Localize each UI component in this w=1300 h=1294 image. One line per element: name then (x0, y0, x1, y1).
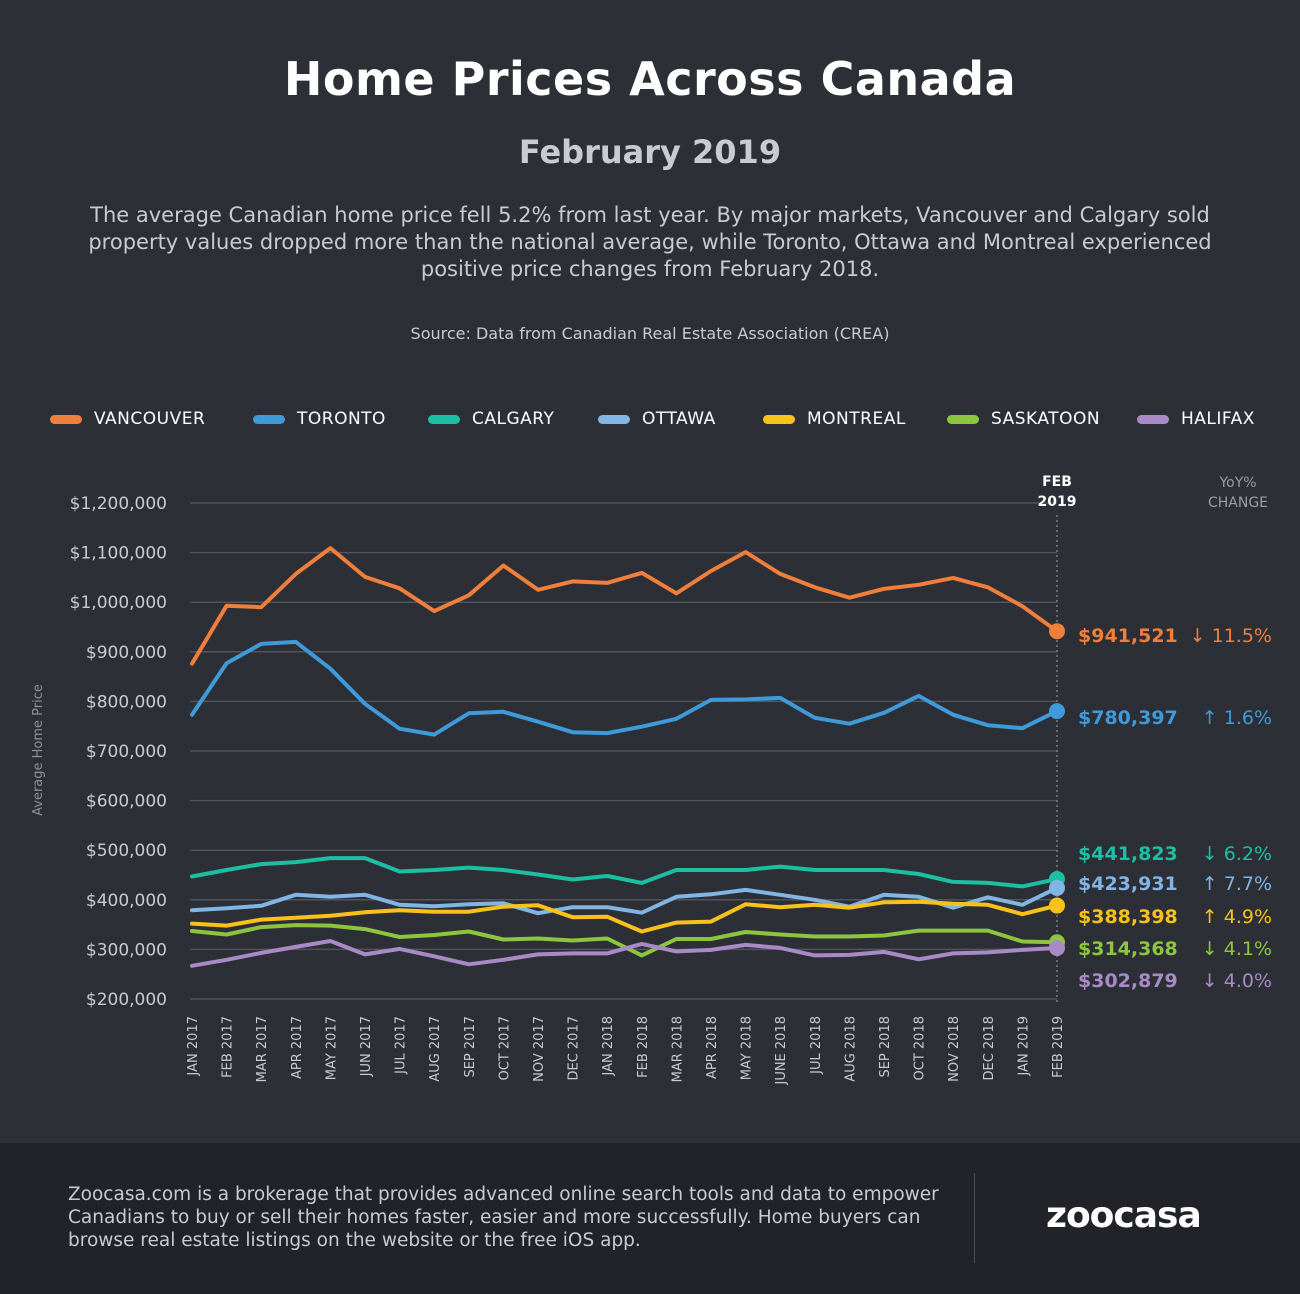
y-axis-title: Average Home Price (31, 684, 46, 816)
source-note: Source: Data from Canadian Real Estate A… (410, 324, 890, 343)
legend-swatch (947, 414, 979, 424)
yoy-header: CHANGE (1208, 495, 1268, 511)
series-line-halifax (190, 939, 1059, 968)
series-final-value-montreal: $388,398 (1078, 906, 1178, 928)
series-yoy-change-saskatoon: ↓ 4.1% (1202, 938, 1272, 960)
series-yoy-change-montreal: ↑ 4.9% (1202, 906, 1272, 928)
x-tick-label: JAN 2017 (186, 1016, 201, 1076)
series-line-saskatoon (190, 923, 1059, 958)
y-tick-label: $800,000 (86, 692, 167, 712)
series-yoy-change-calgary: ↓ 6.2% (1202, 843, 1272, 865)
series-line-montreal (190, 899, 1059, 934)
y-tick-label: $1,100,000 (70, 544, 167, 564)
legend-label: VANCOUVER (94, 409, 206, 429)
y-tick-label: $700,000 (86, 742, 167, 762)
legend-label: MONTREAL (807, 409, 906, 429)
x-tick-label: SEP 2017 (463, 1016, 478, 1078)
chart-legend: VANCOUVER TORONTO CALGARY OTTAWA MONTREA… (50, 404, 1270, 434)
series-end-marker-ottawa (1049, 879, 1065, 896)
x-tick-label: FEB 2018 (636, 1016, 651, 1078)
legend-swatch (763, 414, 795, 424)
y-tick-label: $600,000 (86, 792, 167, 812)
x-tick-label: AUG 2017 (428, 1016, 443, 1082)
x-tick-label: NOV 2018 (947, 1016, 962, 1082)
legend-label: OTTAWA (642, 409, 716, 429)
footer: Zoocasa.com is a brokerage that provides… (0, 1143, 1300, 1294)
x-tick-label: APR 2018 (705, 1016, 720, 1079)
legend-swatch (50, 414, 82, 424)
legend-item-saskatoon: SASKATOON (947, 404, 1100, 434)
x-tick-label: JAN 2018 (601, 1016, 616, 1076)
x-tick-label: JUNE 2018 (774, 1016, 789, 1086)
series-final-value-vancouver: $941,521 (1078, 625, 1178, 647)
series-yoy-change-halifax: ↓ 4.0% (1202, 970, 1272, 992)
intro-paragraph: The average Canadian home price fell 5.2… (88, 203, 1212, 281)
legend-item-toronto: TORONTO (253, 404, 386, 434)
series-yoy-change-toronto: ↑ 1.6% (1202, 707, 1272, 729)
legend-label: TORONTO (297, 409, 386, 429)
y-tick-label: $500,000 (86, 841, 167, 861)
series-line-calgary (190, 856, 1059, 889)
x-tick-label: OCT 2018 (913, 1016, 928, 1080)
x-tick-label: OCT 2017 (497, 1016, 512, 1080)
x-tick-label: AUG 2018 (843, 1016, 858, 1082)
line-chart: $200,000 $300,000 $400,000 $500,000 $600,000… (31, 474, 1272, 1086)
series-final-value-halifax: $302,879 (1078, 970, 1178, 992)
legend-item-montreal: MONTREAL (763, 404, 906, 434)
y-tick-label: $1,200,000 (70, 494, 167, 514)
series-line-ottawa (190, 885, 1059, 916)
x-tick-label: DEC 2017 (567, 1016, 582, 1081)
series-final-value-toronto: $780,397 (1078, 707, 1178, 729)
marker-label: 2019 (1038, 494, 1077, 510)
x-tick-label: FEB 2017 (221, 1016, 236, 1078)
legend-label: CALGARY (472, 409, 555, 429)
series-yoy-change-vancouver: ↓ 11.5% (1190, 625, 1272, 647)
legend-item-calgary: CALGARY (428, 404, 554, 434)
x-tick-label: FEB 2019 (1051, 1016, 1066, 1078)
legend-swatch (253, 414, 285, 424)
page-title: Home Prices Across Canada (283, 52, 1017, 106)
marker-label: FEB (1042, 474, 1072, 490)
zoocasa-logo[interactable]: zoocasa (1046, 1195, 1202, 1236)
x-tick-label: JUN 2017 (359, 1016, 374, 1077)
x-tick-label: MAR 2017 (255, 1016, 270, 1082)
legend-item-halifax: HALIFAX (1137, 404, 1255, 434)
y-tick-label: $1,000,000 (70, 593, 167, 613)
footer-text: Zoocasa.com is a brokerage that provides… (68, 1184, 939, 1251)
series-line-vancouver (190, 546, 1059, 666)
legend-swatch (598, 414, 630, 424)
series-end-marker-toronto (1049, 703, 1065, 720)
legend-swatch (428, 414, 460, 424)
series-final-value-saskatoon: $314,368 (1078, 938, 1178, 960)
x-tick-label: MAY 2017 (324, 1016, 339, 1080)
footer-divider (974, 1173, 975, 1263)
x-tick-label: APR 2017 (290, 1016, 305, 1079)
y-tick-label: $200,000 (86, 990, 167, 1010)
legend-swatch (1137, 414, 1169, 424)
y-tick-label: $400,000 (86, 891, 167, 911)
series-final-value-calgary: $441,823 (1078, 843, 1178, 865)
x-tick-label: SEP 2018 (878, 1016, 893, 1078)
series-yoy-change-ottawa: ↑ 7.7% (1202, 873, 1272, 895)
x-tick-label: NOV 2017 (532, 1016, 547, 1082)
series-final-value-ottawa: $423,931 (1078, 873, 1178, 895)
x-tick-label: JUL 2017 (394, 1016, 409, 1075)
yoy-header: YoY% (1218, 475, 1256, 491)
x-tick-label: DEC 2018 (982, 1016, 997, 1081)
page-subtitle: February 2019 (518, 133, 782, 171)
y-tick-label: $300,000 (86, 940, 167, 960)
series-line-toronto (190, 639, 1059, 737)
x-tick-label: MAR 2018 (670, 1016, 685, 1082)
y-tick-label: $900,000 (86, 643, 167, 663)
legend-item-ottawa: OTTAWA (598, 404, 716, 434)
legend-item-vancouver: VANCOUVER (50, 404, 205, 434)
series-end-marker-vancouver (1049, 623, 1065, 640)
legend-label: HALIFAX (1181, 409, 1255, 429)
series-end-marker-montreal (1049, 897, 1065, 914)
legend-label: SASKATOON (991, 409, 1101, 429)
x-tick-label: JUL 2018 (809, 1016, 824, 1075)
x-tick-label: JAN 2019 (1016, 1016, 1031, 1076)
series-end-marker-halifax (1049, 939, 1065, 956)
x-tick-label: MAY 2018 (740, 1016, 755, 1080)
